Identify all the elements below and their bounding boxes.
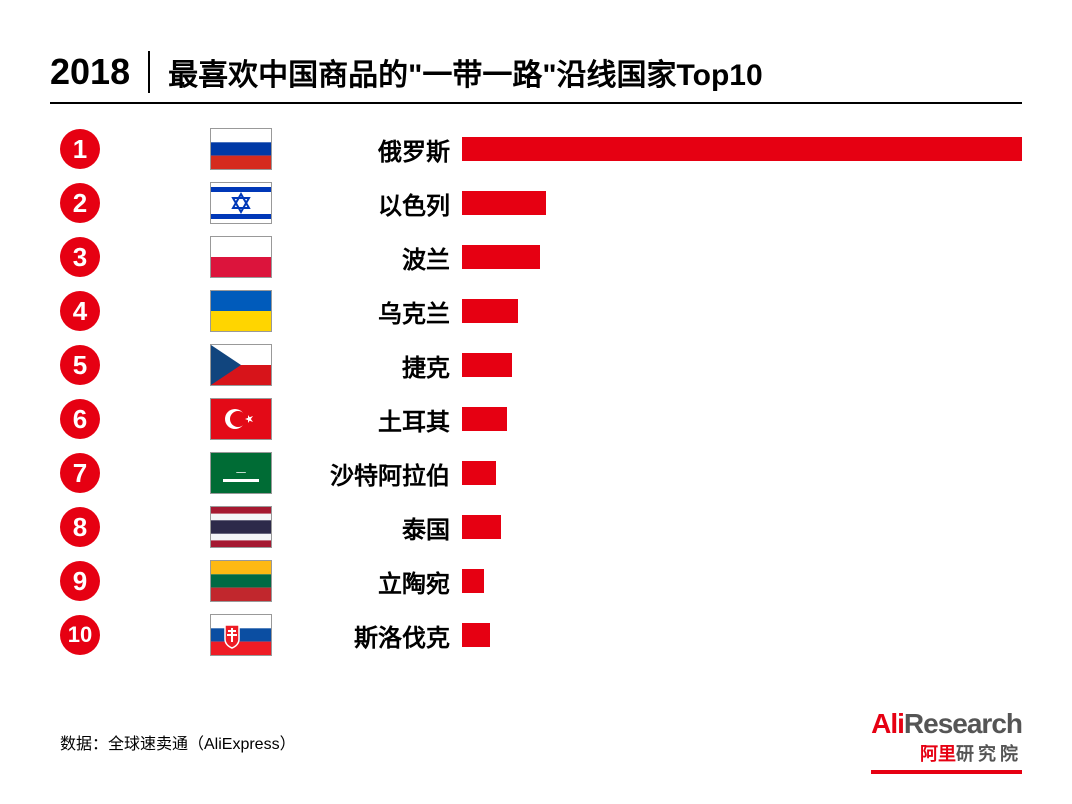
chart-row: 6 土耳其: [60, 392, 1022, 446]
svg-text:ــــ: ــــ: [235, 466, 246, 475]
bar-area: [462, 407, 1022, 431]
bar-area: [462, 299, 1022, 323]
bar-area: [462, 191, 1022, 215]
chart-row: 8 泰国: [60, 500, 1022, 554]
country-label: 乌克兰: [292, 294, 462, 329]
chart-row: 3 波兰: [60, 230, 1022, 284]
flag-icon: [210, 128, 272, 170]
flag-icon: [210, 560, 272, 602]
country-label: 以色列: [292, 186, 462, 221]
logo-cn-rest: 研究院: [956, 744, 1022, 764]
bar-area: [462, 569, 1022, 593]
bar: [462, 515, 501, 539]
country-label: 泰国: [292, 510, 462, 545]
chart-row: 9 立陶宛: [60, 554, 1022, 608]
chart-row: 10 斯洛伐克: [60, 608, 1022, 662]
rank-badge: 10: [60, 615, 100, 655]
rank-badge: 7: [60, 453, 100, 493]
rank-badge: 9: [60, 561, 100, 601]
header: 2018 最喜欢中国商品的"一带一路"沿线国家Top10: [50, 50, 1022, 104]
bar: [462, 569, 484, 593]
logo-cn: 阿里研究院: [871, 740, 1022, 766]
rank-badge: 2: [60, 183, 100, 223]
chart-row: 1 俄罗斯: [60, 122, 1022, 176]
year-label: 2018: [50, 51, 148, 93]
logo-cn-accent: 阿里: [920, 744, 956, 764]
flag-icon: [210, 506, 272, 548]
logo: AliResearch 阿里研究院: [871, 708, 1022, 774]
bar-area: [462, 623, 1022, 647]
country-label: 波兰: [292, 240, 462, 275]
logo-en-rest: Research: [904, 708, 1022, 739]
bar-area: [462, 353, 1022, 377]
header-divider: [148, 51, 150, 93]
chart-row: 5 捷克: [60, 338, 1022, 392]
flag-icon: [210, 614, 272, 656]
bar: [462, 461, 496, 485]
chart-row: 2 以色列: [60, 176, 1022, 230]
flag-icon: [210, 290, 272, 332]
data-source: 数据：全球速卖通（AliExpress）: [60, 730, 296, 754]
rank-badge: 1: [60, 129, 100, 169]
flag-icon: [210, 398, 272, 440]
rank-badge: 8: [60, 507, 100, 547]
logo-en: AliResearch: [871, 708, 1022, 740]
rank-badge: 5: [60, 345, 100, 385]
rank-badge: 3: [60, 237, 100, 277]
bar-area: [462, 515, 1022, 539]
flag-icon: [210, 344, 272, 386]
bar-area: [462, 137, 1022, 161]
flag-icon: [210, 182, 272, 224]
chart-row: 4 乌克兰: [60, 284, 1022, 338]
bar: [462, 137, 1022, 161]
bar-chart: 1 俄罗斯 2 以色列 3 波兰 4 乌克兰 5 捷克 6 土耳其 7 ــــ 沙特阿拉伯 8 泰国 9 立陶宛 1…: [50, 122, 1022, 662]
rank-badge: 6: [60, 399, 100, 439]
country-label: 立陶宛: [292, 564, 462, 599]
bar-area: [462, 461, 1022, 485]
country-label: 斯洛伐克: [292, 618, 462, 653]
country-label: 捷克: [292, 348, 462, 383]
bar: [462, 407, 507, 431]
bar: [462, 353, 512, 377]
bar: [462, 245, 540, 269]
bar: [462, 623, 490, 647]
flag-icon: ــــ: [210, 452, 272, 494]
bar: [462, 191, 546, 215]
logo-en-accent: Ali: [871, 708, 904, 739]
bar: [462, 299, 518, 323]
chart-row: 7 ــــ 沙特阿拉伯: [60, 446, 1022, 500]
bar-area: [462, 245, 1022, 269]
rank-badge: 4: [60, 291, 100, 331]
chart-title: 最喜欢中国商品的"一带一路"沿线国家Top10: [168, 50, 763, 94]
flag-icon: [210, 236, 272, 278]
country-label: 俄罗斯: [292, 132, 462, 167]
country-label: 沙特阿拉伯: [292, 456, 462, 491]
country-label: 土耳其: [292, 402, 462, 437]
